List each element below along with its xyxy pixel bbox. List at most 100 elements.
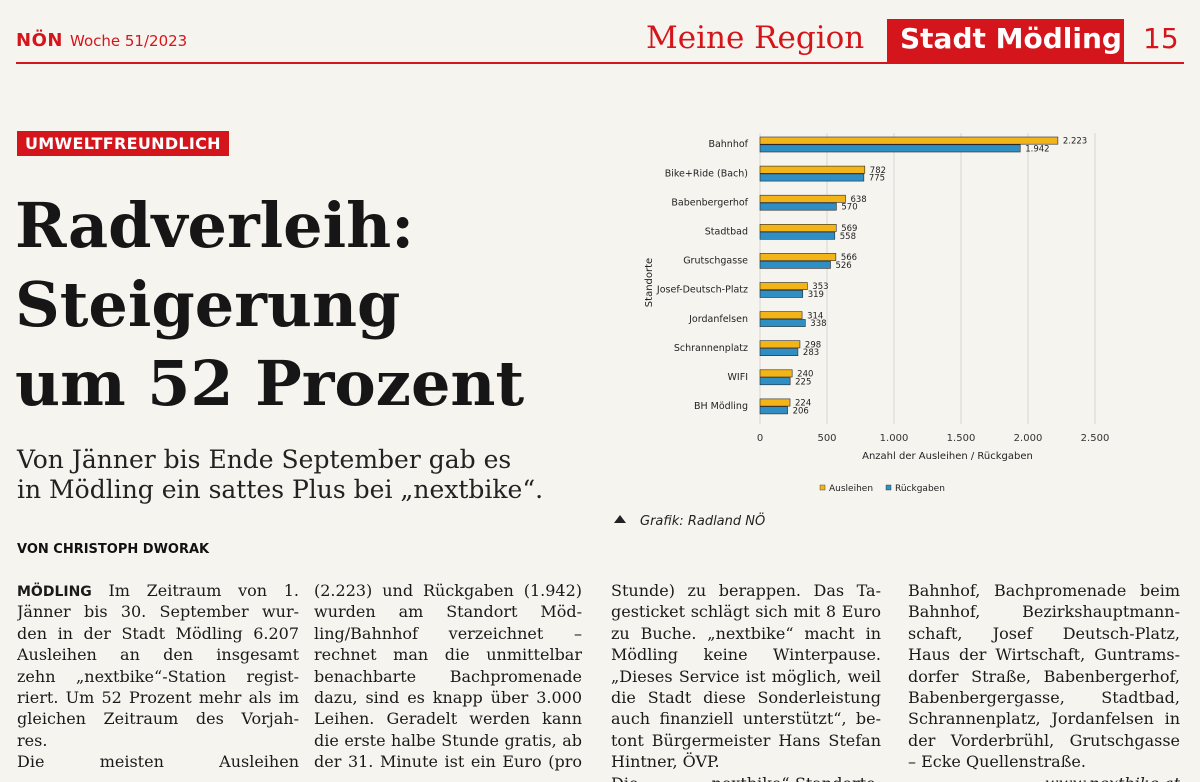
body-line: gesticket schlägt sich mit 8 Euro	[611, 602, 881, 622]
bar-rückgaben	[759, 231, 836, 240]
body-line: „Dieses Service ist möglich, weil	[611, 666, 881, 686]
bar-rückgaben	[759, 290, 804, 298]
body-line: Bahnhof, Bezirkshauptmann-	[908, 602, 1180, 622]
category-label: BH Mödling	[694, 401, 748, 412]
headline-line: Radverleih:	[15, 189, 415, 262]
header-rule	[16, 62, 1184, 64]
body-line: Babenbergergasse, Stadtbad,	[908, 687, 1180, 707]
body-line: zehn „nextbike“-Station regist-	[17, 666, 299, 686]
bar-ausleihen	[759, 194, 846, 203]
body-line: die erste halbe Stunde gratis, ab	[314, 730, 582, 750]
issue-label: Woche 51/2023	[70, 32, 188, 50]
legend-swatch	[819, 484, 826, 491]
bar-rückgaben	[759, 348, 799, 356]
body-line: (2.223) und Rückgaben (1.942)	[314, 581, 582, 600]
source-link[interactable]: www.nextbike.at	[908, 773, 1180, 782]
bar-rückgaben	[759, 377, 791, 386]
data-label: 638	[850, 195, 866, 205]
bar-ausleihen	[759, 398, 791, 407]
legend-swatch	[885, 484, 892, 491]
subheadline-line: Von Jänner bis Ende September gab es	[17, 445, 512, 474]
body-line: tont Bürgermeister Hans Stefan	[611, 730, 881, 750]
body-line: Die meisten Ausleihen	[17, 752, 299, 772]
data-label: 1.942	[1025, 145, 1049, 155]
body-line: wurden am Standort Möd-	[314, 602, 582, 622]
body-line: dazu, sind es knapp über 3.000	[314, 687, 582, 707]
category-label: Babenbergerhof	[671, 197, 748, 208]
x-tick-label: 1.500	[947, 433, 976, 444]
body-line: den in der Stadt Mödling 6.207	[17, 623, 299, 643]
category-label: Grutschgasse	[683, 256, 748, 267]
body-line: schaft, Josef Deutsch-Platz,	[908, 623, 1180, 643]
data-label: 2.223	[1063, 137, 1087, 147]
body-line: der Vorderbrühl, Grutschgasse	[908, 730, 1180, 750]
body-line: gleichen Zeitraum des Vorjah-	[17, 709, 299, 729]
data-label: 240	[797, 370, 813, 380]
bar-rückgaben	[759, 260, 831, 269]
region-label: Stadt Mödling	[900, 22, 1122, 55]
body-line: MÖDLING Im Zeitraum von 1.	[17, 580, 299, 601]
body-line: der 31. Minute ist ein Euro (pro	[314, 752, 582, 772]
bar-ausleihen	[759, 224, 837, 232]
byline: VON CHRISTOPH DWORAK	[17, 542, 210, 557]
body-column-2: (2.223) und Rückgaben (1.942) wurden am S…	[314, 580, 582, 782]
body-line: Ausleihen an den insgesamt	[17, 645, 299, 665]
body-line: die Stadt diese Sonderleistung	[611, 687, 881, 707]
data-label: 314	[807, 311, 823, 321]
body-line: Stunde) zu berappen. Das Ta-	[611, 581, 881, 600]
category-label: Bike+Ride (Bach)	[665, 168, 748, 179]
data-label: 782	[870, 166, 886, 176]
headline-line: um 52 Prozent	[15, 347, 525, 420]
body-line: Leihen. Geradelt werden kann	[314, 709, 582, 729]
data-label: 224	[795, 399, 811, 409]
bar-rückgaben	[759, 173, 865, 182]
data-label: 526	[835, 261, 851, 271]
data-label: 353	[812, 282, 828, 292]
x-axis-title: Anzahl der Ausleihen / Rückgaben	[862, 451, 1033, 462]
headline: Radverleih: Steigerung um 52 Prozent	[15, 186, 605, 423]
bar-rückgaben	[759, 319, 806, 327]
body-line: auch finanziell unterstützt“, be-	[611, 709, 881, 729]
body-line-text: Im Zeitraum von 1.	[91, 581, 299, 600]
x-tick-label: 2.500	[1081, 433, 1110, 444]
data-label: 558	[840, 232, 856, 242]
body-line: Bahnhof, Bachpromenade beim	[908, 581, 1180, 600]
data-label: 338	[810, 319, 826, 329]
category-label: Stadtbad	[705, 227, 748, 238]
bar-chart: 0 500 1.000 1.500 2.000 2.500 Bahnhof 2.223 1.94…	[644, 133, 1110, 494]
credit-triangle-icon	[614, 515, 626, 523]
graphic-credit: Grafik: Radland NÖ	[640, 514, 766, 529]
category-label: WIFI	[728, 372, 748, 383]
body-line: ling/Bahnhof verzeichnet –	[314, 623, 582, 643]
headline-line: Steigerung	[15, 268, 401, 341]
body-line: Jänner bis 30. September wur-	[17, 602, 299, 622]
page-number: 15	[1143, 22, 1179, 55]
bar-ausleihen	[759, 369, 793, 378]
body-line: Die „nextbike“-Standorte:	[611, 773, 881, 782]
body-line: – Ecke Quellenstraße.	[908, 752, 1086, 772]
body-line: Mödling keine Winterpause.	[611, 645, 881, 665]
body-line: Haus der Wirtschaft, Guntrams-	[908, 645, 1180, 665]
category-label: Jordanfelsen	[688, 314, 748, 325]
data-label: 225	[795, 377, 811, 387]
body-line: riert. Um 52 Prozent mehr als im	[17, 687, 299, 707]
category-label: Bahnhof	[708, 139, 748, 150]
data-label: 566	[841, 253, 857, 263]
bar-rückgaben	[759, 202, 837, 211]
region-badge	[887, 19, 1124, 63]
data-label: 283	[803, 348, 819, 358]
bar-rückgaben	[759, 144, 1021, 153]
bar-ausleihen	[759, 340, 801, 349]
data-label: 206	[793, 406, 809, 416]
body-column-4: Bahnhof, Bachpromenade beim Bahnhof, Bezi…	[908, 580, 1180, 782]
body-column-1: MÖDLING Im Zeitraum von 1. Jänner bis 30.…	[17, 580, 299, 782]
x-tick-label: 2.000	[1014, 433, 1043, 444]
bar-ausleihen	[759, 282, 808, 290]
bar-rückgaben	[759, 406, 788, 415]
subheadline: Von Jänner bis Ende September gab es in …	[17, 445, 597, 505]
category-label: Josef-Deutsch-Platz	[656, 285, 748, 296]
kicker-badge: UMWELTFREUNDLICH	[17, 131, 229, 156]
subheadline-line: in Mödling ein sattes Plus bei „nextbike…	[17, 475, 544, 504]
bar-ausleihen	[759, 253, 837, 261]
legend-entry: Rückgaben	[895, 484, 945, 494]
